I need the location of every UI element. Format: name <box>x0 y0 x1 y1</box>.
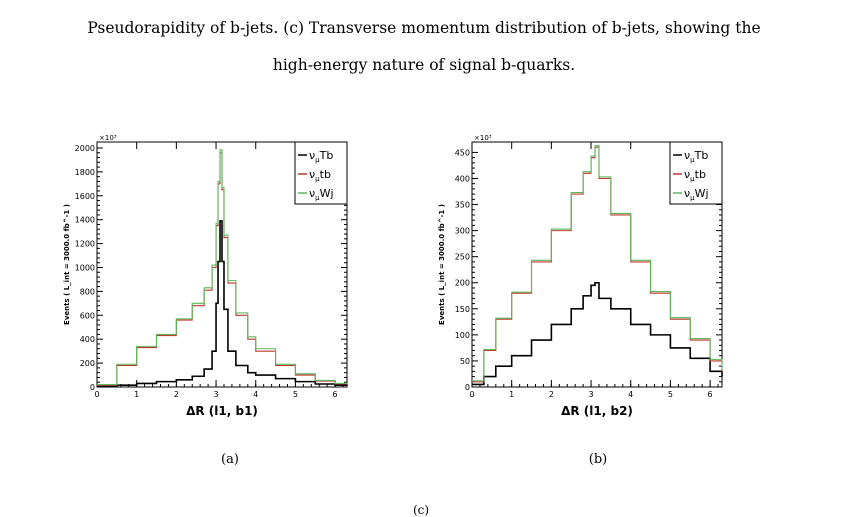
y-tick-label-1: 200 <box>80 359 95 368</box>
x-tick-label-5: 5 <box>668 390 673 399</box>
x-tick-label-6: 6 <box>708 390 713 399</box>
y-tick-label-7: 1400 <box>75 216 95 225</box>
y-multiplier-label: ×10³ <box>474 134 492 142</box>
x-tick-label-0: 0 <box>469 390 474 399</box>
x-tick-label-1: 1 <box>509 390 514 399</box>
x-tick-label-1: 1 <box>134 390 139 399</box>
subfigure-label-a: (a) <box>221 452 239 467</box>
plot-frame <box>96 141 348 388</box>
y-tick-label-8: 400 <box>455 174 470 183</box>
x-tick-label-2: 2 <box>549 390 554 399</box>
x-tick-label-2: 2 <box>174 390 179 399</box>
subfigure-label-b: (b) <box>588 452 608 467</box>
y-tick-label-7: 350 <box>455 201 470 210</box>
series-2-line <box>472 145 723 382</box>
y-axis-label: Events ( L_int = 3000.0 fb^-1 ) <box>63 204 71 325</box>
chart-a: ×10³ 0 200 400 600 800 1000 1200 1400 1600 1800 200… <box>63 134 348 418</box>
y-tick-label-0: 0 <box>90 383 95 392</box>
series-0-line <box>97 220 348 388</box>
x-tick-label-3: 3 <box>214 390 219 399</box>
series-0-line <box>472 281 723 386</box>
figure-caption-line-1: Pseudorapidity of b-jets. (c) Transverse… <box>87 19 761 37</box>
y-tick-label-9: 450 <box>455 148 470 157</box>
legend-label-1: νμtb <box>309 168 331 183</box>
x-axis-label: ΔR (l1, b2) <box>561 404 633 418</box>
y-tick-label-3: 150 <box>455 305 470 314</box>
x-axis-label: ΔR (l1, b1) <box>186 404 258 418</box>
y-tick-label-2: 100 <box>455 331 470 340</box>
x-tick-label-5: 5 <box>293 390 298 399</box>
x-tick-label-4: 4 <box>628 390 633 399</box>
legend-label-1: νμtb <box>684 168 706 183</box>
y-tick-label-6: 1200 <box>75 240 95 249</box>
y-tick-label-10: 2000 <box>75 144 95 153</box>
x-tick-label-3: 3 <box>589 390 594 399</box>
legend-label-2: νμWj <box>684 187 709 202</box>
chart-b: ×10³ 0 50 100 150 200 250 300 350 400 450 0 1 2 3 4 5 6 νμ… <box>438 134 723 418</box>
y-tick-label-5: 250 <box>455 253 470 262</box>
series-2-line <box>97 149 348 386</box>
legend-label-0: νμTb <box>309 149 333 164</box>
y-tick-label-8: 1600 <box>75 192 95 201</box>
y-multiplier-label: ×10³ <box>99 134 117 142</box>
subfigure-label-c: (c) <box>413 503 430 517</box>
x-tick-label-4: 4 <box>253 390 258 399</box>
y-tick-label-3: 600 <box>80 311 95 320</box>
y-tick-label-0: 0 <box>465 383 470 392</box>
figure-caption-line-2: high-energy nature of signal b-quarks. <box>272 56 576 74</box>
legend-label-2: νμWj <box>309 187 334 202</box>
y-tick-label-4: 800 <box>80 287 95 296</box>
y-tick-label-2: 400 <box>80 335 95 344</box>
x-tick-label-6: 6 <box>333 390 338 399</box>
y-axis-label: Events ( L_int = 3000.0 fb^-1 ) <box>438 204 446 325</box>
y-tick-label-6: 300 <box>455 227 470 236</box>
y-tick-label-9: 1800 <box>75 168 95 177</box>
plot-frame <box>471 141 723 388</box>
y-tick-label-5: 1000 <box>75 263 95 272</box>
y-tick-label-4: 200 <box>455 279 470 288</box>
x-tick-label-0: 0 <box>94 390 99 399</box>
legend-label-0: νμTb <box>684 149 708 164</box>
y-tick-label-1: 50 <box>460 357 470 366</box>
